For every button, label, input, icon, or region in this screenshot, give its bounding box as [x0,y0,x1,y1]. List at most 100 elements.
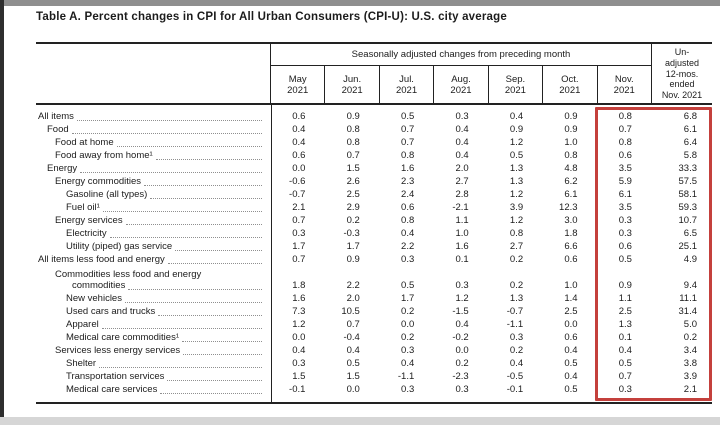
stub-divider-line [271,105,272,402]
value-cell: 1.4 [564,293,578,304]
row-label: Gasoline (all types) [66,189,148,200]
value-cell: 0.5 [346,358,360,369]
value-cell: 0.8 [346,124,360,135]
month-header-cell: Oct. 2021 [542,66,596,103]
table-row: All items less food and energy 0.7 0.9 0.3 0… [36,253,712,266]
value-cell: 1.6 [455,241,469,252]
month-header-cell: Jun. 2021 [324,66,378,103]
value-cell: 1.1 [455,215,469,226]
value-cell: 0.4 [509,358,524,369]
value-cell: 1.5 [346,163,360,174]
value-cell: 0.6 [401,202,415,213]
value-cell: 1.8 [292,280,306,291]
page-bottom-edge [0,417,720,425]
dot-leader [155,159,262,160]
value-cell: 0.3 [618,384,632,395]
value-cell: 0.5 [618,254,632,265]
value-cell: 1.0 [564,137,578,148]
value-cell: 4.8 [564,163,578,174]
row-label: Medical care commodities¹ [66,332,179,343]
value-cell: 0.0 [564,319,578,330]
table-row: Commodities less food and energy commodit… [36,266,712,292]
value-cell: -1.5 [452,306,469,317]
table-row: New vehicles 1.6 2.0 1.7 1.2 1.3 1.4 1.1 11.1 [36,292,712,305]
row-label: Electricity [66,228,107,239]
value-cell: 1.6 [292,293,306,304]
dot-leader [71,133,262,134]
unadjusted-value-cell: 3.9 [683,371,697,382]
value-cell: 0.3 [401,384,415,395]
value-cell: 0.9 [509,124,524,135]
unadjusted-value-cell: 11.1 [679,293,697,304]
month-header-cell: May 2021 [287,74,309,96]
value-cell: 0.5 [401,111,415,122]
seasonally-adjusted-group: Seasonally adjusted changes from precedi… [271,44,652,103]
value-cell: 2.6 [346,176,360,187]
value-cell: 1.5 [346,371,360,382]
unadjusted-value-cell: 3.4 [683,345,697,356]
value-cell: 0.8 [346,137,360,148]
value-cell: 0.3 [292,228,306,239]
value-cell: 0.3 [455,111,469,122]
value-cell: 1.2 [509,137,524,148]
dot-leader [158,315,262,316]
row-label: Shelter [66,358,97,369]
row-label: Food at home [55,137,114,148]
value-cell: -0.1 [289,384,306,395]
unadjusted-value-cell: 10.7 [678,215,698,226]
row-label: Services less energy services [55,345,181,356]
row-label: Medical care services [66,384,158,395]
value-cell: 1.7 [401,293,415,304]
dot-leader [167,380,262,381]
value-cell: 1.3 [509,293,524,304]
value-cell: 0.7 [401,124,415,135]
dot-leader [183,354,262,355]
unadjusted-value-cell: 59.3 [678,202,698,213]
span-header: Seasonally adjusted changes from precedi… [271,44,651,66]
dot-leader [101,328,262,329]
value-cell: 0.4 [292,345,306,356]
row-label: Food [47,124,69,135]
value-cell: 0.0 [292,332,306,343]
unadjusted-value-cell: 6.1 [683,124,697,135]
value-cell: -0.4 [343,332,360,343]
value-cell: 3.5 [618,202,632,213]
value-cell: 2.5 [564,306,578,317]
value-cell: 0.4 [455,319,469,330]
value-cell: 0.1 [455,254,469,265]
row-label: Used cars and trucks [66,306,156,317]
value-cell: 10.5 [341,306,360,317]
value-cell: -0.2 [452,332,469,343]
table-row: Electricity 0.3 -0.3 0.4 1.0 0.8 1.8 0.3 6.5 [36,227,712,240]
value-cell: 0.7 [292,254,306,265]
dot-leader [167,263,262,264]
value-cell: 0.1 [618,332,632,343]
cpi-table: Seasonally adjusted changes from precedi… [36,42,712,404]
value-cell: 1.2 [509,189,524,200]
value-cell: 0.6 [292,111,306,122]
page-left-edge [0,0,4,425]
table-row: Energy services 0.7 0.2 0.8 1.1 1.2 3.0 0.3 10.7 [36,214,712,227]
table-row: Energy 0.0 1.5 1.6 2.0 1.3 4.8 3.5 33.3 [36,162,712,175]
value-cell: 0.8 [401,215,415,226]
value-cell: 0.5 [564,384,578,395]
table-row: Food away from home¹ 0.6 0.7 0.8 0.4 0.5 0.8 0.… [36,149,712,162]
row-label: Energy services [55,215,123,226]
value-cell: 7.3 [292,306,306,317]
value-cell: 0.6 [618,241,632,252]
value-cell: 2.2 [401,241,415,252]
month-header-cell: Jul. 2021 [378,66,433,103]
table-row: Apparel 1.2 0.7 0.0 0.4 -1.1 0.0 1.3 5.0 [36,318,712,331]
unadjusted-value-cell: 25.1 [678,241,698,252]
value-cell: 0.9 [346,111,360,122]
value-cell: 0.4 [455,150,469,161]
value-cell: 0.3 [455,280,469,291]
value-cell: 0.9 [564,111,578,122]
value-cell: 2.5 [346,189,360,200]
value-cell: 0.4 [564,345,578,356]
dot-leader [116,146,262,147]
value-cell: 0.5 [564,358,578,369]
table-row: Medical care commodities¹ 0.0 -0.4 0.2 -0.2 0… [36,331,712,344]
value-cell: 6.1 [618,189,632,200]
value-cell: 6.2 [564,176,578,187]
